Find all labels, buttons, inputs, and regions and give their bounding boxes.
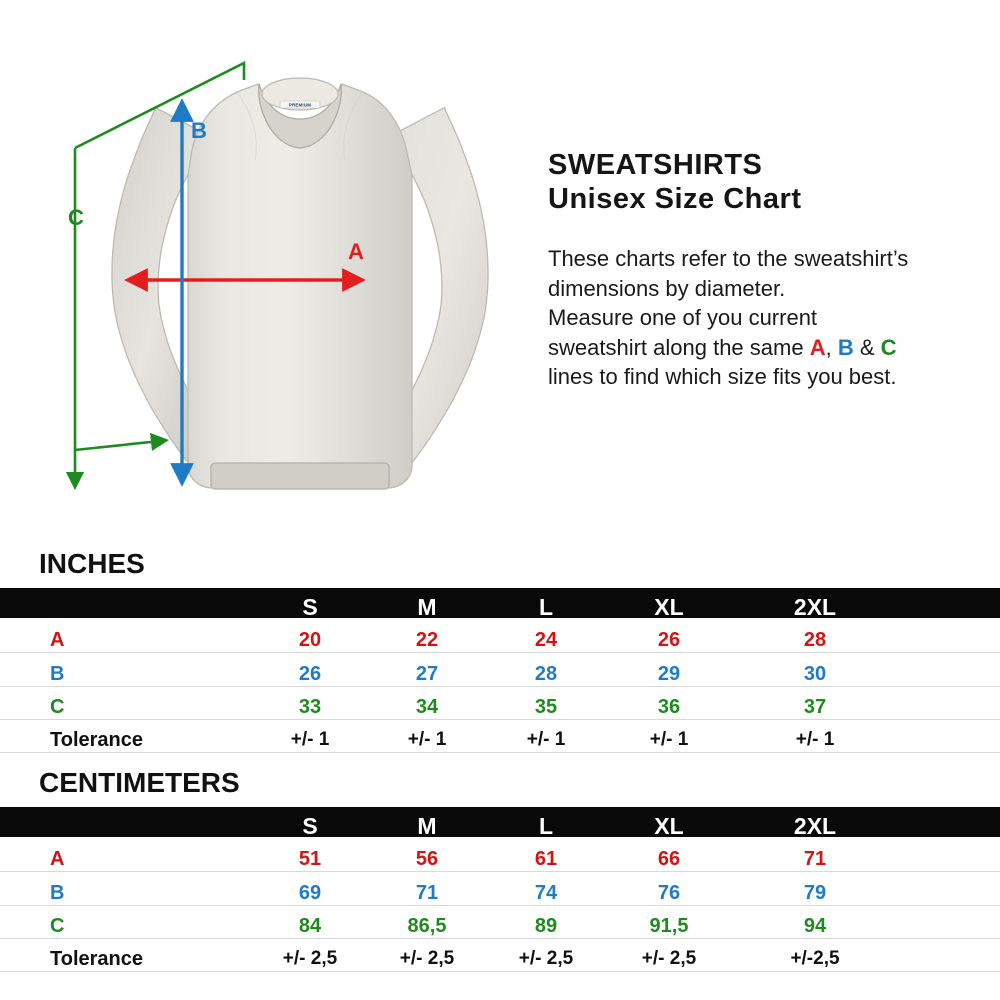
svg-text:C: C bbox=[68, 205, 84, 230]
svg-text:A: A bbox=[348, 239, 364, 264]
svg-text:PREMIUM: PREMIUM bbox=[289, 102, 311, 107]
svg-text:B: B bbox=[191, 118, 207, 143]
